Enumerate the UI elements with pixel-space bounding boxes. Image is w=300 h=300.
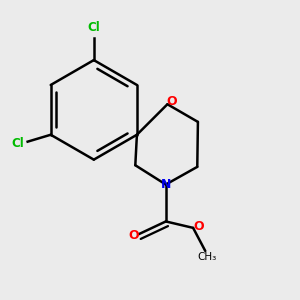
- Text: O: O: [166, 94, 177, 107]
- Text: N: N: [160, 178, 171, 191]
- Text: Cl: Cl: [87, 21, 100, 34]
- Text: Cl: Cl: [12, 137, 24, 150]
- Text: O: O: [128, 230, 139, 242]
- Text: O: O: [193, 220, 204, 233]
- Text: CH₃: CH₃: [197, 252, 217, 262]
